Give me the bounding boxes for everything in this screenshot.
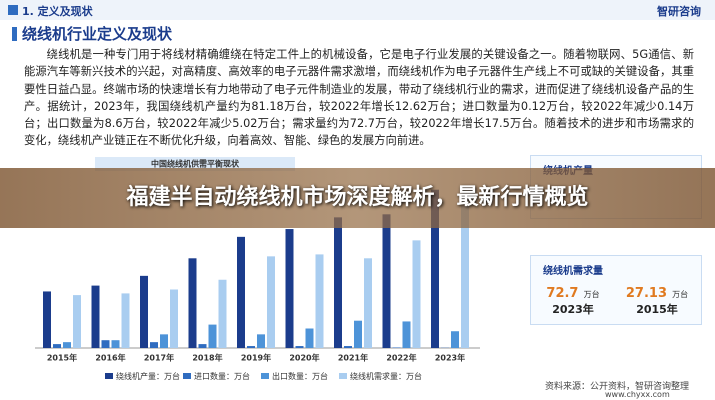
x-tick-label: 2019年 <box>241 353 271 363</box>
bar <box>101 340 110 348</box>
bar <box>150 342 158 348</box>
footer-site: www.chyxx.com <box>605 390 670 399</box>
paragraph: 绕线机是一种专门用于将线材精确缠绕在特定工件上的机械设备，它是电子行业发展的关键… <box>24 48 694 148</box>
legend-label: 出口数量：万台 <box>272 371 328 381</box>
bar <box>43 291 51 348</box>
bar <box>73 295 81 348</box>
x-tick-label: 2015年 <box>47 353 77 363</box>
header: 1. 定义及现状 智研咨询 <box>0 0 715 20</box>
bar <box>188 258 197 348</box>
bar <box>334 217 342 348</box>
bar <box>91 285 100 348</box>
x-tick-label: 2021年 <box>338 353 368 363</box>
bar <box>461 206 469 348</box>
panel-unit: 万台 <box>672 290 689 299</box>
bar <box>364 258 372 348</box>
legend-swatch <box>183 373 191 379</box>
panel-unit: 万台 <box>583 290 600 299</box>
bar <box>431 189 439 348</box>
x-tick-label: 2017年 <box>144 353 174 363</box>
x-tick-label: 2023年 <box>435 353 465 363</box>
bar <box>451 331 459 348</box>
bar <box>402 321 411 348</box>
icon <box>8 5 18 15</box>
bar <box>412 240 421 348</box>
bar <box>208 324 217 348</box>
bar <box>267 256 275 348</box>
banner: 福建半自动绕线机市场深度解析，最新行情概览 <box>0 168 715 228</box>
x-tick-label: 2020年 <box>289 353 319 363</box>
panel-year: 2023年 <box>552 303 594 316</box>
panel-year: 2015年 <box>636 303 678 316</box>
panel-item: 72.7 万台 2023年 <box>533 282 613 317</box>
bar <box>305 328 314 348</box>
bar <box>140 275 148 348</box>
panel-title: 绕线机需求量 <box>543 266 603 277</box>
bar <box>344 346 352 348</box>
legend-swatch <box>261 373 269 379</box>
panel-value: 72.7 <box>546 286 579 301</box>
bar <box>237 236 245 348</box>
bar <box>257 334 265 348</box>
legend-label: 绕线机需求量：万台 <box>350 371 422 381</box>
x-tick-label: 2022年 <box>386 353 416 363</box>
chart-title-box <box>95 157 295 171</box>
x-tick-label: 2016年 <box>95 353 125 363</box>
legend-swatch <box>105 373 113 379</box>
bar <box>354 320 362 348</box>
bar <box>392 347 401 348</box>
panel-value: 27.13 <box>625 286 668 301</box>
panel-item: 27.13 万台 2015年 <box>617 282 697 317</box>
bar <box>170 289 178 348</box>
title-marker <box>12 27 17 41</box>
footer-source: 资料来源：公开资料，智研咨询整理 <box>545 382 690 392</box>
bar <box>160 334 168 348</box>
bar <box>285 229 294 348</box>
x-tick-label: 2018年 <box>192 353 222 363</box>
bar <box>315 254 324 348</box>
legend-label: 绕线机产量：万台 <box>116 371 180 381</box>
bar <box>121 293 130 348</box>
bar <box>53 344 61 348</box>
bar <box>247 346 255 348</box>
demand-panel: 绕线机需求量 72.7 万台 2023年 27.13 万台 2015年 <box>530 255 702 325</box>
bar <box>63 342 71 348</box>
title: 绕线机行业定义及现状 <box>22 25 173 43</box>
chart-title: 中国绕线机供需平衡现状 <box>151 159 240 169</box>
legend-swatch <box>339 373 347 379</box>
legend-label: 进口数量：万台 <box>194 371 250 381</box>
bar <box>218 279 227 348</box>
bar <box>295 346 304 348</box>
bar <box>198 344 207 348</box>
section-label: 1. 定义及现状 <box>22 5 93 18</box>
logo: 智研咨询 <box>657 5 701 18</box>
bar <box>382 214 391 348</box>
bar <box>111 340 120 348</box>
